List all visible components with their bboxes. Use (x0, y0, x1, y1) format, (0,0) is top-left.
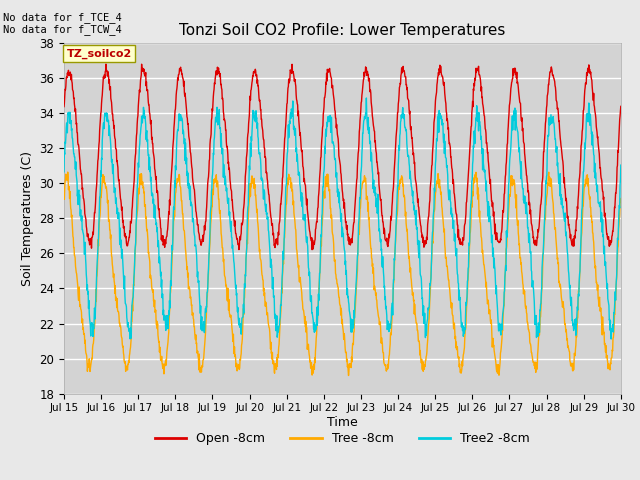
Text: No data for f_TCE_4
No data for f_TCW_4: No data for f_TCE_4 No data for f_TCW_4 (3, 12, 122, 36)
X-axis label: Time: Time (327, 416, 358, 429)
Title: Tonzi Soil CO2 Profile: Lower Temperatures: Tonzi Soil CO2 Profile: Lower Temperatur… (179, 23, 506, 38)
Y-axis label: Soil Temperatures (C): Soil Temperatures (C) (20, 151, 34, 286)
Text: TZ_soilco2: TZ_soilco2 (67, 48, 132, 59)
Legend: Open -8cm, Tree -8cm, Tree2 -8cm: Open -8cm, Tree -8cm, Tree2 -8cm (150, 427, 534, 450)
